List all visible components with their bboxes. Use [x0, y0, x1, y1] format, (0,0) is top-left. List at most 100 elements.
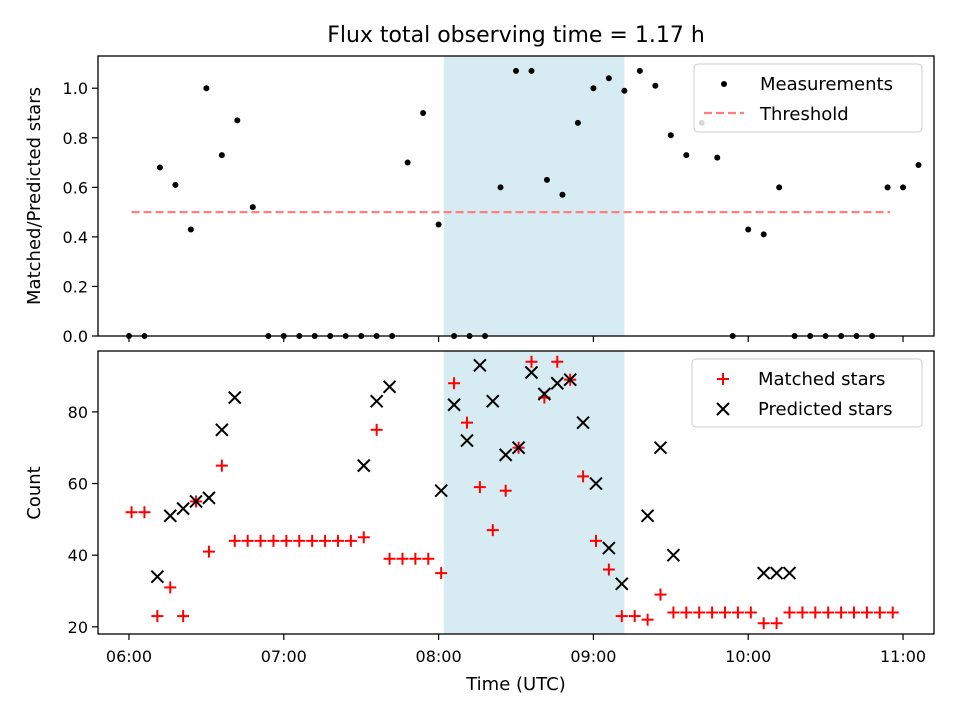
matched-star-point: [344, 534, 357, 547]
predicted-x-b: [486, 394, 500, 408]
measurement-point: [234, 117, 241, 124]
predicted-x-b: [524, 365, 539, 380]
top-y-tick-label: 0.8: [63, 129, 88, 148]
x-tick-label: 11:00: [880, 647, 926, 666]
measurement-point: [760, 231, 767, 238]
matched-star-point: [228, 534, 241, 547]
predicted-x-b: [215, 423, 229, 437]
legend-matched-marker: [717, 373, 729, 385]
matched-star-point: [525, 355, 538, 368]
top-panel: 0.0 0.2 0.4 0.6 0.8 1.0 Matched/Predicted sta…: [24, 55, 935, 346]
predicted-x-b: [511, 441, 526, 455]
x-tick-label: 10:00: [725, 647, 771, 666]
predicted-x-b: [382, 380, 397, 394]
matched-star-point: [383, 552, 396, 565]
bottom-axis-ticks: 20 40 60 80 06:00 07:00 08:00 09:00 10:00 11:00: [68, 403, 926, 666]
predicted-x-b: [602, 541, 616, 555]
bottom-span-rect: [443, 351, 625, 634]
legend-predicted-marker: [716, 402, 730, 416]
predicted-x-b: [473, 358, 487, 373]
matched-star-point: [409, 552, 422, 565]
measurement-point: [574, 119, 581, 126]
matched-star-point: [602, 563, 615, 576]
matched-star-point: [860, 606, 873, 619]
top-y-tick-label: 0.4: [63, 228, 88, 247]
predicted-x-b: [176, 501, 190, 516]
matched-stars-series: [125, 355, 899, 630]
top-y-tick-label: 1.0: [63, 79, 88, 98]
predicted-x-b: [460, 433, 474, 448]
matched-star-point: [241, 534, 254, 547]
measurement-point: [776, 184, 783, 191]
measurement-point: [884, 184, 891, 191]
matched-star-point: [473, 481, 486, 494]
matched-star-point: [719, 606, 731, 619]
measurement-point: [636, 67, 643, 74]
matched-star-point: [680, 606, 693, 619]
predicted-x-b: [434, 484, 448, 498]
matched-star-point: [293, 534, 306, 547]
predicted-x-b: [357, 458, 371, 473]
predicted-star-point: [460, 433, 474, 448]
legend-predicted-label: Predicted stars: [758, 399, 892, 420]
legend-measurements-label: Measurements: [760, 74, 893, 95]
predicted-star-point: [357, 458, 371, 473]
legend-threshold-label: Threshold: [759, 104, 849, 125]
matched-star-point: [577, 470, 590, 483]
matched-star-point: [357, 531, 370, 544]
predicted-star-point: [202, 491, 216, 505]
matched-star-point: [783, 606, 796, 619]
matched-star-point: [835, 606, 848, 619]
legend-matched-label: Matched stars: [758, 369, 885, 390]
predicted-x-b: [782, 566, 797, 580]
predicted-x-b: [769, 566, 784, 580]
predicted-x-b: [369, 394, 384, 408]
top-legend-box: [693, 63, 923, 133]
measurement-point: [249, 204, 256, 211]
predicted-x-b: [589, 476, 603, 491]
matched-star-point: [164, 581, 177, 594]
bottom-legend: Matched stars Predicted stars: [691, 358, 923, 428]
matched-star-point: [641, 613, 654, 626]
measurement-point: [420, 109, 427, 116]
predicted-x-b: [537, 387, 552, 401]
predicted-star-point: [782, 566, 797, 580]
matched-star-point: [486, 524, 499, 537]
top-highlight-span: [443, 56, 625, 336]
measurement-point: [900, 184, 907, 191]
matched-star-point: [177, 610, 190, 623]
predicted-star-point: [447, 398, 461, 412]
matched-star-point: [589, 534, 602, 547]
matched-star-point: [448, 377, 461, 390]
predicted-star-point: [176, 501, 190, 516]
predicted-star-point: [498, 448, 513, 462]
measurement-point: [559, 191, 566, 198]
predicted-star-point: [150, 569, 165, 584]
matched-star-point: [731, 606, 744, 619]
matched-star-point: [551, 355, 564, 368]
predicted-star-point: [602, 541, 616, 555]
matched-star-point: [435, 567, 448, 580]
measurement-point: [435, 221, 442, 228]
measurement-point: [497, 184, 504, 191]
measurement-point: [683, 152, 690, 159]
matched-star-point: [770, 617, 783, 630]
predicted-x-b: [576, 415, 590, 430]
predicted-star-point: [640, 509, 655, 523]
predicted-star-point: [653, 441, 668, 455]
measurement-point: [667, 132, 674, 139]
bottom-y-tick-label: 80: [68, 403, 88, 422]
predicted-x-b: [447, 398, 461, 412]
chart-title: Flux total observing time = 1.17 h: [327, 23, 705, 48]
predicted-star-point: [511, 441, 526, 455]
top-y-tick-label: 0.6: [63, 178, 88, 197]
top-y-tick-label: 0.2: [63, 277, 88, 296]
predicted-star-point: [369, 394, 384, 408]
bottom-y-tick-label: 20: [68, 618, 88, 637]
bottom-y-tick-label: 60: [68, 475, 88, 494]
predicted-star-point: [615, 577, 629, 591]
matched-star-point: [744, 606, 757, 619]
top-plot-frame: [97, 55, 935, 337]
predicted-star-point: [434, 484, 448, 498]
measurement-point: [404, 159, 411, 166]
